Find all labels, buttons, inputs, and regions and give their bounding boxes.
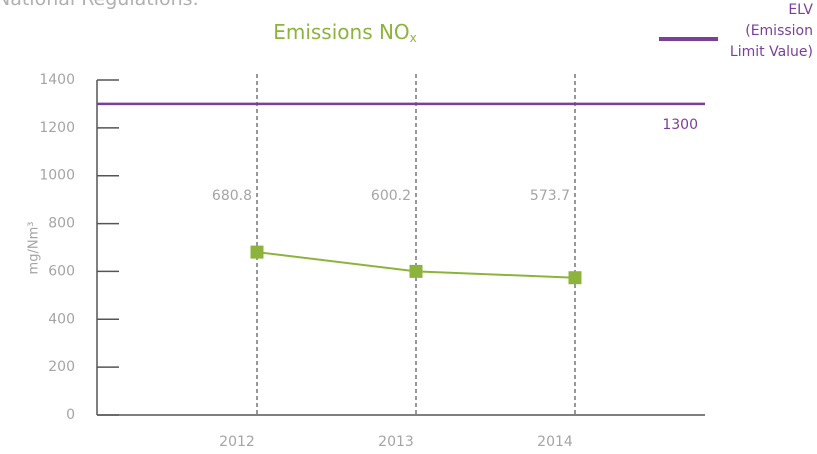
y-tick-label: 0 (66, 407, 75, 423)
y-tick-label: 800 (48, 216, 75, 232)
title-main: Emissions NO (273, 20, 409, 44)
point (250, 245, 264, 259)
y-axis-label: mg/Nm³ (27, 222, 42, 275)
y-tick-label: 1000 (39, 168, 75, 184)
data-label: 680.8 (212, 188, 252, 204)
data-label: 600.2 (371, 188, 411, 204)
header-text: National Regulations. (0, 0, 199, 10)
y-tick-label: 400 (48, 311, 75, 327)
y-tick-label: 1400 (39, 72, 75, 88)
point (409, 264, 423, 278)
x-tick-label: 2012 (219, 434, 255, 450)
x-tick-label: 2014 (537, 434, 573, 450)
reference-label: 1300 (662, 117, 698, 133)
legend-label: ELV (Emission Limit Value) (729, 2, 813, 60)
title-subscript: x (410, 31, 417, 45)
data-label: 573.7 (530, 188, 570, 204)
y-tick-label: 1200 (39, 120, 75, 136)
y-tick-label: 600 (48, 263, 75, 279)
y-tick-label: 200 (48, 359, 75, 375)
point (568, 271, 582, 285)
chart-title: Emissions NOx (273, 20, 417, 45)
x-tick-label: 2013 (378, 434, 414, 450)
